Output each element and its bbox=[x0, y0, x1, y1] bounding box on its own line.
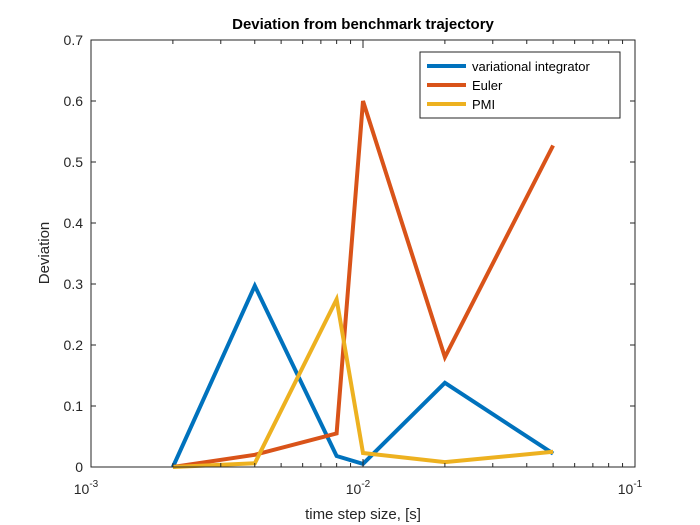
y-tick-label: 0.3 bbox=[64, 276, 84, 292]
y-tick-label: 0.5 bbox=[64, 154, 84, 170]
legend-label-1: Euler bbox=[472, 78, 503, 93]
chart-title: Deviation from benchmark trajectory bbox=[232, 16, 494, 33]
y-tick-label: 0.4 bbox=[64, 215, 84, 231]
legend-label-0: variational integrator bbox=[472, 59, 590, 74]
y-tick-label: 0.6 bbox=[64, 93, 84, 109]
y-tick-label: 0.2 bbox=[64, 337, 84, 353]
legend-label-2: PMI bbox=[472, 97, 495, 112]
series-line-0 bbox=[171, 281, 555, 468]
axes-layer: 0 0.1 0.2 0.3 0.4 0.5 0.6 0.7 10-3 10-2 10-1 bbox=[64, 32, 643, 497]
x-tick-label: 10-3 bbox=[74, 479, 99, 497]
legend: variational integrator Euler PMI bbox=[419, 51, 621, 119]
y-tick-label: 0.7 bbox=[64, 32, 84, 48]
series-layer bbox=[171, 100, 555, 469]
x-tick-label: 10-2 bbox=[346, 479, 371, 497]
series-line-2 bbox=[172, 292, 554, 469]
y-tick-label: 0 bbox=[75, 459, 83, 475]
y-tick-label: 0.1 bbox=[64, 398, 84, 414]
series-line-1 bbox=[172, 100, 555, 469]
x-axis-label: time step size, [s] bbox=[305, 506, 421, 523]
x-tick-label: 10-1 bbox=[618, 479, 643, 497]
y-axis-label: Deviation bbox=[36, 222, 53, 285]
